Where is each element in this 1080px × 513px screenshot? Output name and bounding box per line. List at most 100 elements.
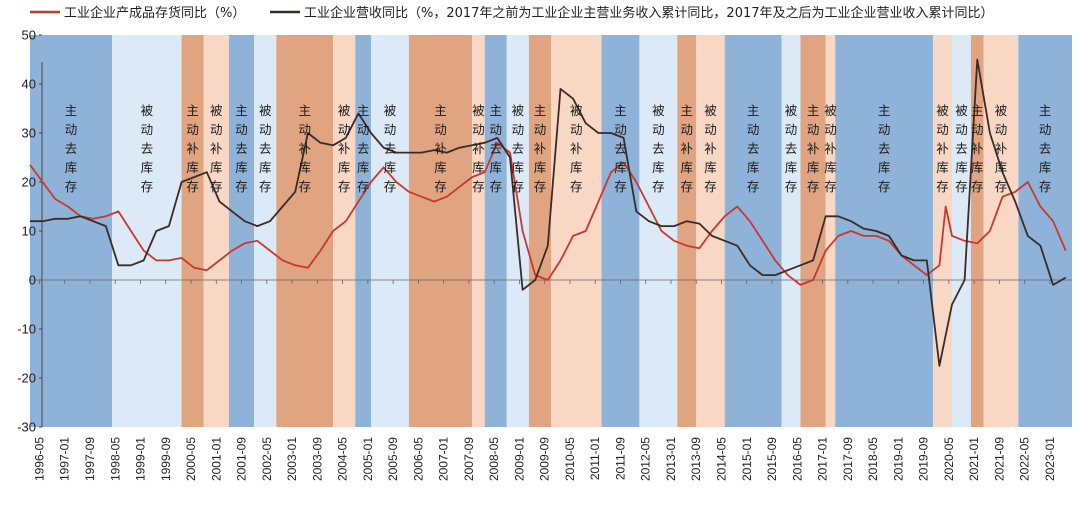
phase-label-char: 存 — [434, 179, 447, 194]
phase-label-char: 存 — [878, 179, 891, 194]
phase-label-char: 主 — [534, 103, 547, 118]
phase-label-char: 库 — [65, 160, 78, 175]
phase-label-char: 动 — [235, 122, 248, 137]
phase-label-char: 库 — [512, 160, 525, 175]
x-tick-label: 2013-01 — [664, 437, 678, 481]
legend: 工业企业产成品存货同比（%） 工业企业营收同比（%，2017年之前为工业企业主营业… — [30, 5, 994, 21]
phase-label-char: 存 — [65, 179, 78, 194]
phase-label-char: 存 — [681, 179, 694, 194]
phase-band — [228, 35, 255, 427]
phase-label-char: 被 — [570, 103, 583, 118]
phase-label-char: 去 — [489, 141, 502, 156]
phase-label-char: 动 — [955, 122, 968, 137]
phase-label-char: 去 — [955, 141, 968, 156]
phase-band — [30, 35, 113, 427]
phase-label-char: 主 — [434, 103, 447, 118]
phase-label-char: 被 — [704, 103, 717, 118]
phase-label-char: 库 — [1039, 160, 1052, 175]
axes: -30 -20 -10 0 10 20 30 40 50 1996-05 1997-01 1997-0… — [17, 28, 1072, 481]
x-tick-label: 2019-01 — [891, 437, 905, 481]
phase-label-char: 动 — [704, 122, 717, 137]
phase-label-char: 存 — [785, 179, 798, 194]
x-tick-label: 2018-05 — [866, 437, 880, 481]
phase-label-char: 动 — [298, 122, 311, 137]
y-tick-label: 10 — [22, 224, 36, 239]
phase-band — [952, 35, 971, 427]
phase-label-char: 动 — [512, 122, 525, 137]
phase-label-char: 去 — [141, 141, 154, 156]
x-tick-label: 1997-01 — [58, 437, 72, 481]
phase-label-char: 被 — [141, 103, 154, 118]
phase-label-char: 动 — [259, 122, 272, 137]
x-tick-label: 2016-05 — [790, 437, 804, 481]
x-tick-label: 2001-01 — [209, 437, 223, 481]
x-tick-label: 2007-01 — [437, 437, 451, 481]
x-tick-label: 2001-09 — [235, 437, 249, 481]
phase-label-char: 去 — [1039, 141, 1052, 156]
x-tick-label: 2009-01 — [512, 437, 526, 481]
phase-band — [333, 35, 356, 427]
phase-band — [528, 35, 551, 427]
y-tick-label: 30 — [22, 126, 36, 141]
phase-label-char: 存 — [955, 179, 968, 194]
phase-label-char: 库 — [955, 160, 968, 175]
phase-label-char: 存 — [614, 179, 627, 194]
phase-label-char: 去 — [65, 141, 78, 156]
x-tick-label: 2005-09 — [386, 437, 400, 481]
phase-label-char: 库 — [338, 160, 351, 175]
phase-label-char: 动 — [785, 122, 798, 137]
phase-label-char: 动 — [807, 122, 820, 137]
x-tick-label: 2007-09 — [462, 437, 476, 481]
phase-label-char: 动 — [472, 122, 485, 137]
phase-label-char: 去 — [878, 141, 891, 156]
phase-label-char: 存 — [807, 179, 820, 194]
phase-label-char: 动 — [338, 122, 351, 137]
phase-label-char: 存 — [235, 179, 248, 194]
x-tick-label: 2004-05 — [336, 437, 350, 481]
phase-label-char: 库 — [534, 160, 547, 175]
phase-label-char: 动 — [384, 122, 397, 137]
phase-label-char: 库 — [472, 160, 485, 175]
phase-label-char: 主 — [357, 103, 370, 118]
phase-label-char: 库 — [995, 160, 1008, 175]
phase-label-char: 存 — [971, 179, 984, 194]
phase-label-char: 补 — [971, 141, 984, 156]
phase-band — [112, 35, 182, 427]
phase-label-char: 动 — [614, 122, 627, 137]
phase-band — [355, 35, 372, 427]
phase-label-char: 存 — [652, 179, 665, 194]
phase-label-char: 库 — [259, 160, 272, 175]
phase-band — [254, 35, 277, 427]
phase-label-char: 去 — [384, 141, 397, 156]
phase-label-char: 主 — [186, 103, 199, 118]
phase-label-char: 被 — [936, 103, 949, 118]
phase-label-char: 存 — [338, 179, 351, 194]
x-tick-label: 2015-01 — [740, 437, 754, 481]
phase-label-char: 库 — [210, 160, 223, 175]
phase-label-char: 补 — [807, 141, 820, 156]
x-tick-label: 2023-01 — [1043, 437, 1057, 481]
phase-label-char: 去 — [747, 141, 760, 156]
x-tick-label: 2011-01 — [588, 437, 602, 480]
phase-label-char: 被 — [210, 103, 223, 118]
phase-band — [601, 35, 640, 427]
x-tick-label: 2021-01 — [967, 437, 981, 481]
phase-label-char: 动 — [936, 122, 949, 137]
phase-label-char: 主 — [489, 103, 502, 118]
phase-label-char: 去 — [259, 141, 272, 156]
phase-label-char: 被 — [472, 103, 485, 118]
series-lines — [29, 58, 1067, 367]
phase-label-char: 补 — [534, 141, 547, 156]
phase-label-char: 主 — [235, 103, 248, 118]
phase-label-char: 存 — [141, 179, 154, 194]
phase-band — [181, 35, 204, 427]
phase-label-char: 被 — [259, 103, 272, 118]
phase-label-char: 存 — [210, 179, 223, 194]
x-tick-label: 1996-05 — [32, 437, 46, 481]
phase-band — [781, 35, 801, 427]
phase-label-char: 主 — [747, 103, 760, 118]
phase-label-char: 动 — [489, 122, 502, 137]
phase-label-char: 主 — [614, 103, 627, 118]
y-tick-label: -10 — [17, 322, 36, 337]
phase-label-char: 存 — [472, 179, 485, 194]
